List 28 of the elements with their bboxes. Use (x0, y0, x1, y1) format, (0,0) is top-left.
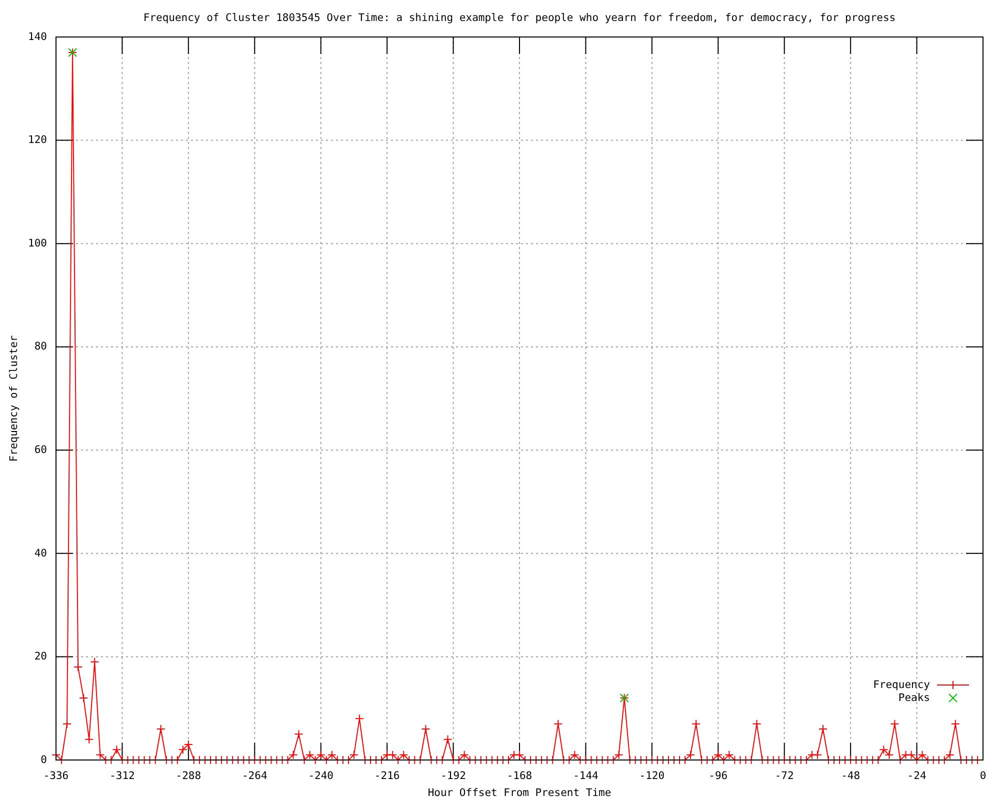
x-tick-label: -48 (841, 770, 860, 782)
x-tick-label: -24 (907, 770, 926, 782)
x-tick-label: -288 (176, 770, 202, 782)
y-tick-label: 60 (34, 444, 47, 456)
x-tick-label: -312 (110, 770, 135, 782)
x-tick-label: -192 (440, 770, 466, 782)
x-tick-label: -168 (506, 770, 532, 782)
y-tick-label: 100 (28, 237, 47, 250)
x-tick-label: -72 (774, 770, 794, 782)
legend-label: Peaks (898, 692, 930, 704)
legend-label: Frequency (873, 678, 930, 691)
x-tick-label: -120 (639, 770, 665, 782)
y-tick-label: 20 (34, 650, 47, 663)
y-tick-label: 40 (34, 547, 47, 560)
x-tick-label: -144 (573, 770, 598, 782)
y-tick-label: 80 (34, 340, 47, 353)
y-tick-label: 120 (28, 134, 47, 146)
chart-title: Frequency of Cluster 1803545 Over Time: a shining example for people who yearn for freedom, for democracy, for progress (143, 12, 896, 24)
y-axis-title: Frequency of Cluster (8, 335, 20, 462)
x-tick-label: -216 (374, 770, 400, 782)
y-tick-label: 0 (40, 754, 47, 766)
x-tick-label: -240 (308, 770, 334, 782)
x-tick-label: -96 (708, 770, 728, 782)
x-tick-label: -264 (242, 770, 268, 782)
y-tick-label: 140 (28, 30, 47, 43)
x-axis-title: Hour Offset From Present Time (428, 786, 612, 799)
x-tick-label: -336 (43, 770, 69, 782)
x-tick-label: 0 (980, 770, 986, 782)
